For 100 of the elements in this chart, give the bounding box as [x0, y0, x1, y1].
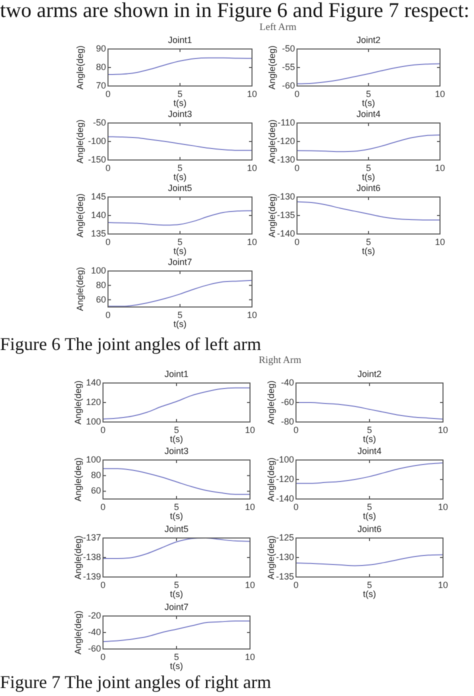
y-tick-label: -139: [82, 571, 101, 582]
y-axis-title: Angle(deg): [74, 266, 85, 312]
y-axis-title: Angle(deg): [74, 119, 85, 164]
y-tick-label: -138: [82, 552, 101, 562]
chart-title: Joint6: [357, 524, 382, 534]
y-tick-label: -120: [276, 474, 294, 484]
y-axis-title: Angle(deg): [74, 193, 85, 238]
y-axis-title: Angle(deg): [74, 45, 85, 90]
x-tick-label: 0: [100, 424, 106, 435]
x-axis-title: t(s): [174, 98, 186, 108]
x-tick-label: 5: [177, 88, 183, 99]
x-tick-label: 10: [438, 580, 448, 590]
x-tick-label: 10: [246, 88, 258, 99]
x-tick-label: 10: [438, 502, 448, 512]
chart-title: Joint1: [168, 34, 192, 45]
x-tick-label: 10: [244, 502, 256, 512]
y-tick-label: 140: [86, 377, 101, 388]
line-series: [103, 468, 250, 495]
x-tick-label: 5: [366, 424, 372, 435]
y-tick-label: 140: [90, 210, 106, 220]
line-series: [296, 462, 443, 484]
x-tick-label: 10: [434, 236, 446, 247]
x-tick-label: 0: [294, 162, 300, 173]
line-series: [108, 136, 252, 151]
y-tick-label: 120: [86, 396, 101, 407]
chart-title: Joint3: [164, 446, 189, 456]
x-tick-label: 10: [244, 424, 256, 435]
x-tick-label: 0: [293, 580, 299, 590]
x-axis-title: t(s): [174, 172, 186, 182]
line-series: [103, 387, 250, 420]
x-tick-label: 5: [366, 88, 372, 99]
y-tick-label: -100: [88, 136, 106, 146]
y-tick-label: -60: [282, 80, 295, 90]
line-series: [297, 134, 440, 152]
x-tick-label: 0: [105, 236, 111, 247]
chart-title: Joint2: [357, 368, 382, 379]
chart-title: Joint2: [356, 34, 381, 45]
y-tick-label: -55: [282, 62, 295, 72]
text: two arms are shown in in Figure 6 and Figure 7 respect:: [0, 0, 470, 22]
x-tick-label: 10: [438, 424, 448, 435]
x-tick-label: 5: [366, 236, 372, 247]
y-axis-title: Angle(deg): [266, 457, 276, 502]
chart-title: Joint6: [356, 182, 381, 193]
x-tick-label: 5: [366, 502, 372, 512]
y-tick-label: 100: [86, 454, 101, 464]
line-series: [297, 63, 440, 84]
chart-title: Joint3: [168, 108, 192, 119]
y-tick-label: 145: [90, 191, 106, 202]
caption: Figure 7 The joint angles of right arm: [0, 671, 272, 693]
chart-title: Joint4: [356, 108, 381, 119]
x-tick-label: 5: [177, 236, 183, 247]
x-tick-label: 0: [294, 88, 300, 99]
line-series: [108, 57, 252, 76]
chart-title: Joint7: [164, 602, 189, 612]
y-tick-label: -50: [92, 117, 106, 128]
x-axis-title: t(s): [362, 172, 375, 182]
x-tick-label: 0: [100, 580, 106, 590]
x-tick-label: 10: [246, 162, 258, 173]
y-tick-label: -110: [278, 117, 295, 128]
y-tick-label: -135: [276, 210, 295, 220]
line-series: [103, 538, 250, 559]
y-tick-label: -130: [276, 154, 295, 164]
x-tick-label: 10: [244, 652, 256, 662]
x-axis-title: t(s): [362, 98, 375, 108]
text: Right Arm: [258, 355, 302, 367]
y-tick-label: -150: [88, 154, 106, 164]
y-tick-label: -130: [276, 552, 294, 562]
line-series: [108, 210, 252, 226]
y-axis-title: Angle(deg): [72, 457, 83, 502]
y-tick-label: -50: [282, 43, 295, 54]
y-tick-label: -140: [276, 228, 295, 238]
y-tick-label: -40: [280, 377, 294, 388]
x-tick-label: 5: [174, 424, 180, 435]
line-series: [108, 280, 252, 307]
chart-title: Joint1: [164, 368, 189, 379]
y-tick-label: 70: [96, 80, 106, 90]
y-tick-label: -137: [82, 532, 101, 542]
y-tick-label: -60: [88, 643, 101, 654]
x-axis-title: t(s): [170, 589, 183, 600]
y-axis-title: Angle(deg): [266, 535, 276, 580]
x-tick-label: 10: [244, 580, 256, 590]
y-tick-label: 80: [96, 280, 106, 290]
y-tick-label: 100: [86, 416, 101, 426]
x-tick-label: 10: [246, 236, 258, 247]
line-series: [103, 620, 250, 642]
x-tick-label: 0: [294, 236, 300, 247]
y-axis-title: Angle(deg): [72, 610, 83, 655]
y-tick-label: -140: [276, 493, 294, 504]
x-axis-title: t(s): [363, 589, 376, 600]
x-tick-label: 0: [105, 88, 111, 99]
y-tick-label: -100: [276, 454, 294, 464]
x-axis-title: t(s): [363, 511, 376, 522]
x-tick-label: 5: [174, 502, 180, 512]
text: Left Arm: [260, 22, 296, 34]
y-tick-label: 90: [96, 43, 106, 54]
x-axis-title: t(s): [363, 434, 376, 444]
x-tick-label: 5: [174, 652, 180, 662]
y-tick-label: -130: [276, 191, 295, 202]
y-tick-label: -40: [88, 626, 101, 637]
line-series: [296, 554, 443, 566]
